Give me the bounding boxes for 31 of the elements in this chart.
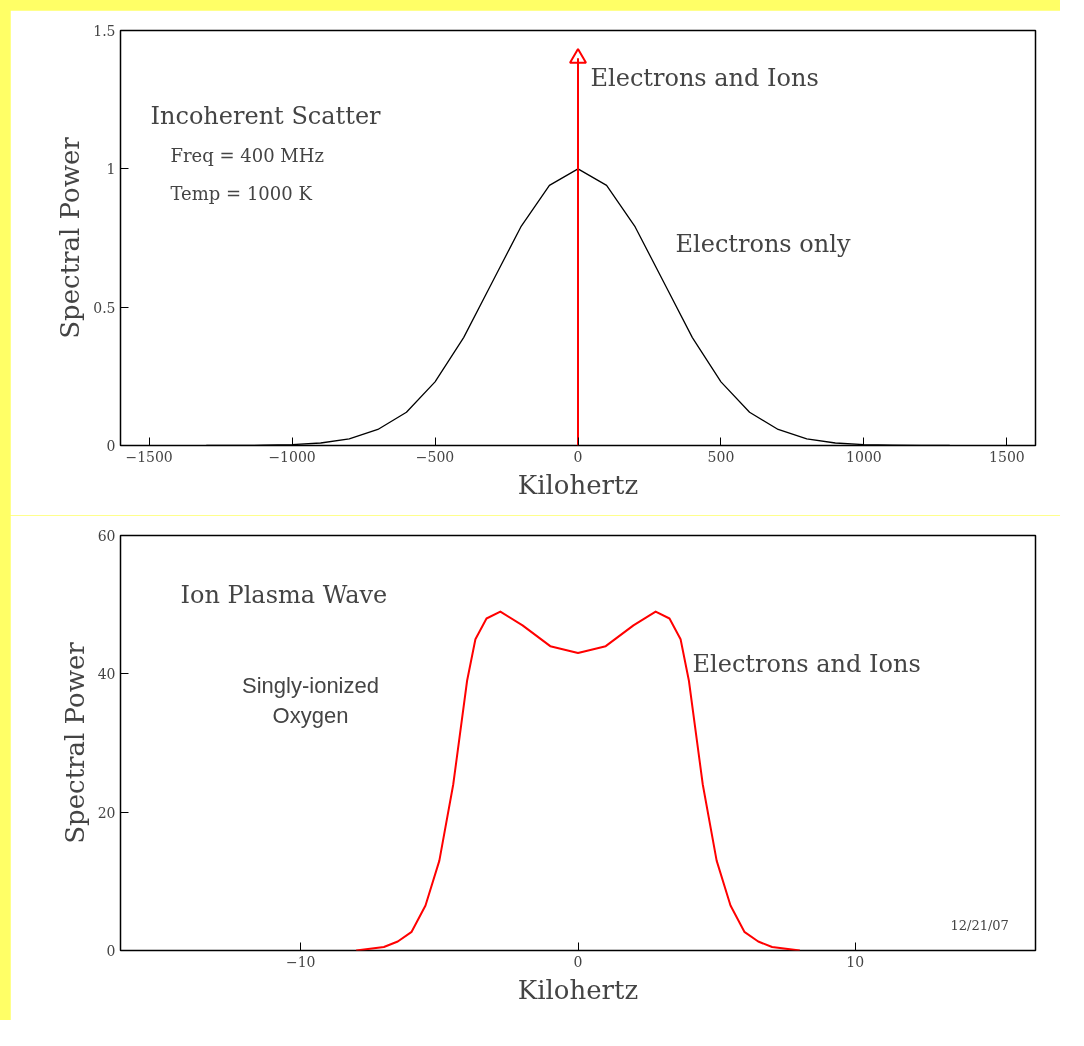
- annotation: Electrons and Ions: [692, 649, 921, 678]
- x-axis-title: Kilohertz: [517, 469, 639, 500]
- x-tick-label: 10: [846, 953, 865, 970]
- x-tick-label: 1000: [846, 448, 882, 465]
- x-tick-label: 0: [573, 953, 583, 970]
- x-tick-label: 500: [707, 448, 735, 465]
- annotation: Ion Plasma Wave: [180, 580, 388, 609]
- annotation: 12/21/07: [950, 918, 1009, 933]
- x-tick-label: −1500: [125, 448, 173, 465]
- annotation: Temp = 1000 K: [170, 183, 313, 204]
- annotation: Electrons and Ions: [590, 63, 819, 92]
- x-tick-label: 0: [573, 448, 583, 465]
- annotation: Singly-ionized Oxygen: [242, 673, 379, 728]
- y-tick-label: 1: [106, 161, 116, 178]
- y-axis-title: Spectral Power: [59, 641, 90, 844]
- annotation: Incoherent Scatter: [150, 101, 382, 130]
- y-tick-label: 0: [106, 943, 116, 959]
- y-tick-label: 40: [97, 666, 116, 683]
- x-tick-label: −10: [285, 953, 316, 970]
- y-tick-label: 0.5: [93, 299, 116, 316]
- y-tick-label: 1.5: [93, 23, 116, 39]
- y-tick-label: 20: [97, 804, 116, 821]
- x-axis-title: Kilohertz: [517, 974, 639, 1005]
- x-tick-label: −1000: [268, 448, 316, 465]
- y-axis-title: Spectral Power: [55, 136, 86, 339]
- y-tick-label: 60: [97, 528, 116, 544]
- y-tick-label: 0: [106, 438, 116, 454]
- annotation: Electrons only: [675, 229, 851, 258]
- x-tick-label: 1500: [989, 448, 1025, 465]
- annotation: Freq = 400 MHz: [170, 145, 324, 166]
- x-tick-label: −500: [415, 448, 455, 465]
